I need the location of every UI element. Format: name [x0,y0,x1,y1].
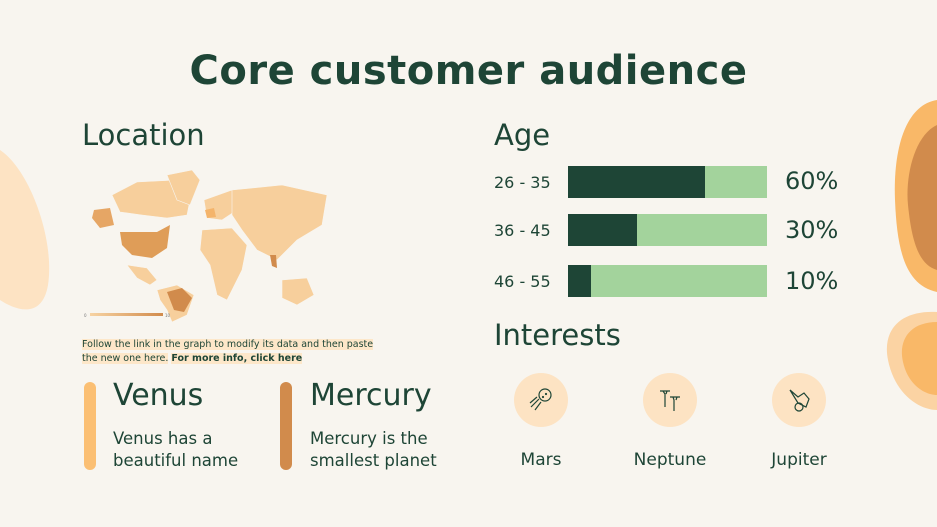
map-caption: Follow the link in the graph to modify i… [82,338,382,366]
age-bar [568,214,767,246]
age-bar-fill [568,214,637,246]
mercury-desc-line2: smallest planet [310,451,437,470]
venus-desc-line1: Venus has a [113,429,213,448]
map-thailand [270,255,277,268]
interest-label: Jupiter [771,450,827,470]
mercury-description: Mercury is the smallest planet [310,428,437,472]
age-percent: 10% [785,267,839,295]
golf-ball-icon [514,373,568,427]
age-heading: Age [494,118,551,152]
page-title: Core customer audience [189,48,748,94]
map-canada [111,179,193,219]
map-brazil [167,288,192,312]
map-asia [231,184,328,261]
interest-label: Mars [520,450,562,470]
venus-title: Venus [113,378,204,413]
map-france [205,208,216,218]
map-mexico [126,264,158,286]
venus-desc-line2: beautiful name [113,451,239,470]
age-bar [568,265,767,297]
interest-label: Neptune [633,450,707,470]
venus-description: Venus has a beautiful name [113,428,238,472]
map-alaska [92,208,114,228]
age-percent: 60% [785,167,839,195]
map-greenland [166,170,201,206]
golf-tees-icon [643,373,697,427]
interests-heading: Interests [494,318,621,352]
golf-glove-icon [772,373,826,427]
map-australia [281,277,315,306]
map-legend-bar [90,313,163,316]
mercury-desc-line1: Mercury is the [310,429,428,448]
map-usa [120,225,170,258]
age-bar-fill [568,166,706,198]
age-label: 26 - 35 [494,173,551,192]
venus-accent-bar [84,382,96,470]
map-africa [199,227,248,301]
age-label: 46 - 55 [494,272,551,291]
age-bar-fill [568,265,591,297]
legend-min: 0 [84,313,87,318]
mercury-accent-bar [280,382,292,470]
more-info-link[interactable]: For more info, click here [171,353,303,364]
age-bar [568,166,767,198]
location-heading: Location [82,118,205,152]
age-label: 36 - 45 [494,221,551,240]
mercury-title: Mercury [310,378,432,413]
legend-max: 10 [165,313,171,318]
age-percent: 30% [785,216,839,244]
world-map[interactable]: 0 10 [82,170,332,322]
